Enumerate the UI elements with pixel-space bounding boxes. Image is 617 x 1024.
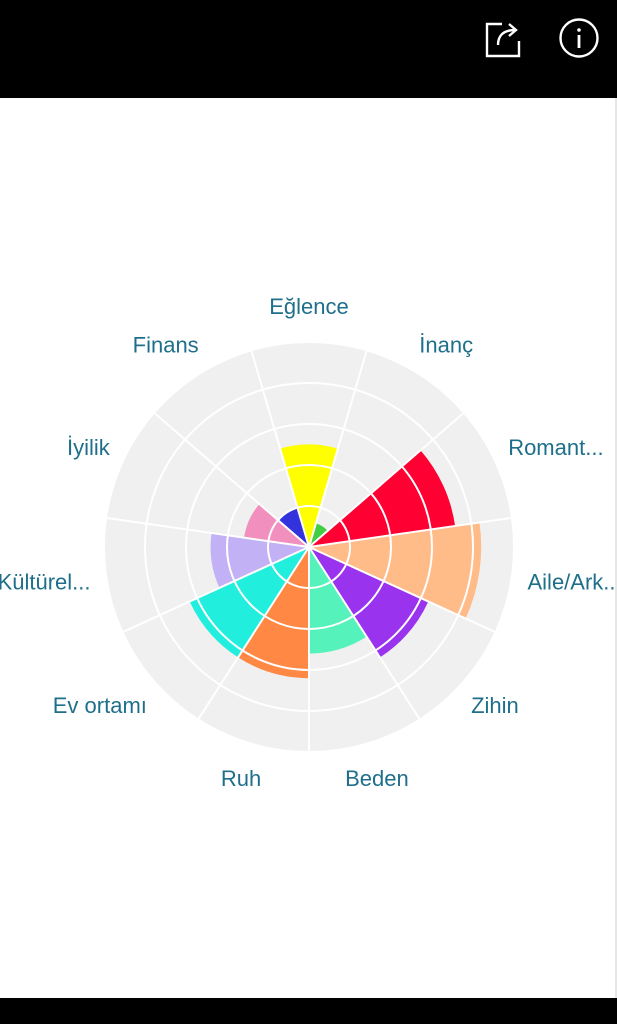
grid-spoke-1 [250,350,310,548]
content-edge [615,98,617,998]
grid-spoke-11 [153,411,310,548]
share-icon [485,22,521,58]
grid-spoke-9 [122,546,310,634]
category-label-5: Zihin [471,693,519,718]
category-label-10: İyilik [67,435,111,460]
grid-spoke-2 [308,350,368,548]
category-label-9: Kültürel... [0,569,91,594]
slice-1[interactable] [280,444,338,547]
grid-spoke-10 [105,516,310,548]
category-label-7: Ruh [221,766,261,791]
slice-4[interactable] [309,522,482,619]
slice-3[interactable] [309,450,456,547]
polar-area-chart: Eğlence İnanç Romant... Aile/Ark... Zihin Bed… [0,294,617,791]
category-label-2: İnanç [419,332,473,357]
share-button[interactable] [479,14,527,62]
slice-10[interactable] [244,504,309,547]
category-label-1: Eğlence [269,294,349,319]
chart-grid [103,341,515,753]
slice-7[interactable] [238,547,309,679]
top-app-bar [0,0,617,98]
grid-spoke-5 [308,546,496,634]
category-label-6: Beden [345,766,409,791]
slice-9[interactable] [210,533,309,588]
info-icon [559,18,599,58]
slice-2[interactable] [309,523,328,547]
chart-labels: Eğlence İnanç Romant... Aile/Ark... Zihin Bed… [0,294,617,791]
category-label-8: Ev ortamı [53,693,147,718]
category-label-4: Aile/Ark... [528,569,617,594]
grid-spoke-6 [308,546,421,721]
category-label-11: Finans [133,332,199,357]
slice-11[interactable] [278,507,309,547]
grid-spoke-4 [308,516,513,548]
bottom-nav-bar [0,998,617,1024]
grid-spoke-8 [197,546,310,721]
info-button[interactable] [555,14,603,62]
category-label-3: Romant... [508,435,603,460]
grid-spoke-3 [308,411,465,548]
